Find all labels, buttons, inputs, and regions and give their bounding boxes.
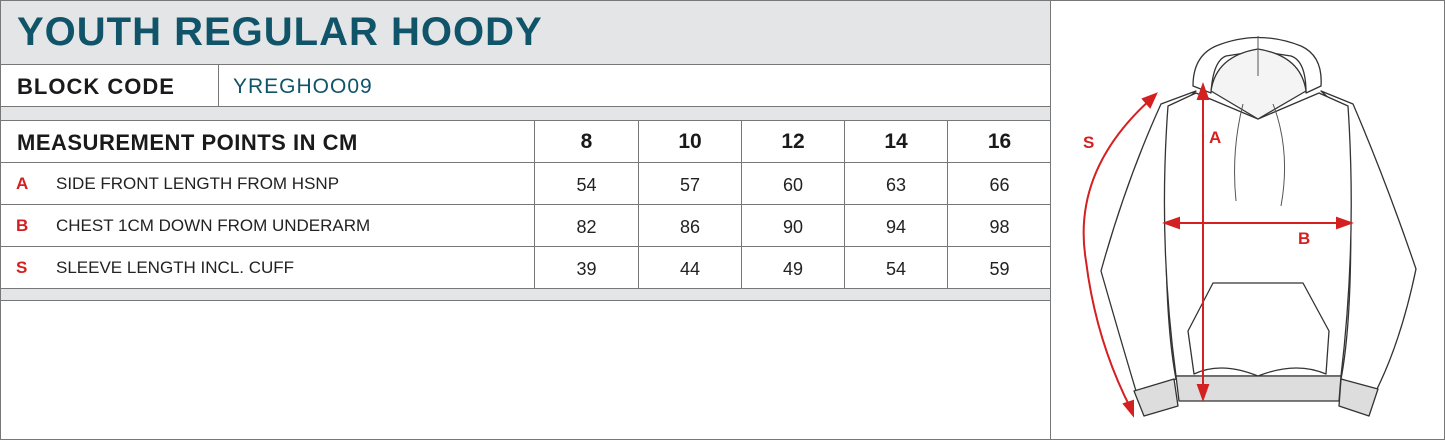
row-label: CHEST 1CM DOWN FROM UNDERARM (56, 216, 371, 235)
size-chart: YOUTH REGULAR HOODY BLOCK CODE YREGHOO09… (0, 0, 1051, 440)
measurement-value: 63 (844, 163, 947, 204)
label-s: S (1083, 133, 1094, 152)
measurement-value: 66 (947, 163, 1051, 204)
size-header: 10 (638, 121, 741, 162)
label-b: B (1298, 229, 1310, 248)
hoodie-diagram: S A B (1050, 0, 1445, 440)
drawstrings (1234, 36, 1286, 207)
arrow-head (1196, 82, 1210, 100)
spacer (1, 107, 1051, 121)
left-cuff (1133, 378, 1179, 417)
page-title: YOUTH REGULAR HOODY (17, 10, 543, 54)
arrow-head (1162, 216, 1180, 230)
block-code-label: BLOCK CODE (17, 74, 175, 99)
measurement-value: 82 (534, 205, 638, 246)
measurement-value: 54 (534, 163, 638, 204)
block-code-value: YREGHOO09 (233, 75, 373, 98)
table-row: S SLEEVE LENGTH INCL. CUFF 39 44 49 54 59 (1, 247, 1051, 289)
hem-band (1175, 375, 1342, 402)
measurement-value: 94 (844, 205, 947, 246)
arrow-head (1122, 399, 1134, 418)
measurement-value: 86 (638, 205, 741, 246)
measurement-value: 54 (844, 247, 947, 288)
size-header: 16 (947, 121, 1051, 162)
row-code: B (16, 216, 29, 235)
block-code-row: BLOCK CODE YREGHOO09 (1, 65, 1051, 107)
measurement-value: 98 (947, 205, 1051, 246)
measurement-value: 57 (638, 163, 741, 204)
divider (218, 65, 219, 107)
measurement-value: 49 (741, 247, 844, 288)
row-code: A (16, 174, 29, 193)
pocket (1187, 282, 1330, 377)
row-code: S (16, 258, 28, 277)
hoodie-illustration: S A B (1082, 36, 1417, 418)
size-header: 14 (844, 121, 947, 162)
hood (1192, 36, 1322, 94)
measurement-value: 39 (534, 247, 638, 288)
arrow-head (1141, 92, 1158, 109)
measurement-value: 59 (947, 247, 1051, 288)
title-band: YOUTH REGULAR HOODY (1, 1, 1051, 65)
spacer (1, 289, 1051, 301)
arrow-head (1196, 384, 1210, 402)
row-label: SLEEVE LENGTH INCL. CUFF (56, 258, 295, 277)
table-row: A SIDE FRONT LENGTH FROM HSNP 54 57 60 63 66 (1, 163, 1051, 205)
measurement-value: 44 (638, 247, 741, 288)
measurement-value: 60 (741, 163, 844, 204)
label-a: A (1209, 128, 1221, 147)
header-label: MEASUREMENT POINTS IN CM (17, 130, 358, 155)
arrow-head (1336, 216, 1354, 230)
table-header: MEASUREMENT POINTS IN CM 8 10 12 14 16 (1, 121, 1051, 163)
size-header: 8 (534, 121, 638, 162)
measurement-value: 90 (741, 205, 844, 246)
table-row: B CHEST 1CM DOWN FROM UNDERARM 82 86 90 94 9… (1, 205, 1051, 247)
row-label: SIDE FRONT LENGTH FROM HSNP (56, 174, 340, 193)
measure-s-arc (1082, 98, 1152, 410)
size-header: 12 (741, 121, 844, 162)
